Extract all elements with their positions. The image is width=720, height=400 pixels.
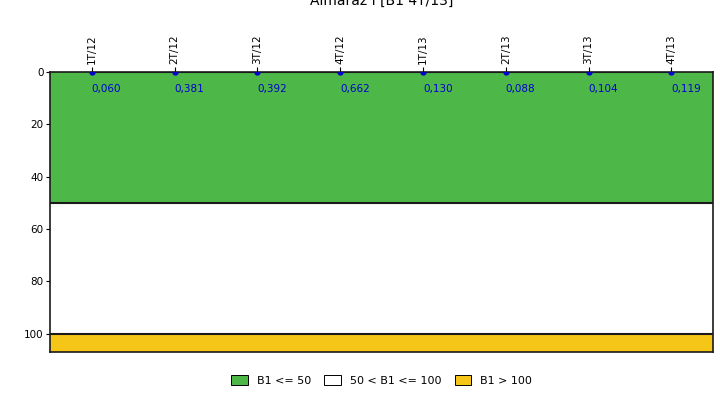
- Text: 0,392: 0,392: [258, 84, 287, 94]
- Text: 0,130: 0,130: [423, 84, 453, 94]
- Bar: [50, 203, 713, 334]
- Text: 0,088: 0,088: [505, 84, 536, 94]
- Text: 0,381: 0,381: [175, 84, 204, 94]
- Legend: B1 <= 50, 50 < B1 <= 100, B1 > 100: B1 <= 50, 50 < B1 <= 100, B1 > 100: [231, 374, 532, 386]
- Text: 0,060: 0,060: [92, 84, 121, 94]
- Text: 0,662: 0,662: [340, 84, 370, 94]
- Title: Almaraz I [B1 4T/13]: Almaraz I [B1 4T/13]: [310, 0, 454, 8]
- Text: 0,104: 0,104: [588, 84, 618, 94]
- Bar: [50, 72, 713, 203]
- Text: 0,119: 0,119: [672, 84, 701, 94]
- Bar: [50, 334, 713, 352]
